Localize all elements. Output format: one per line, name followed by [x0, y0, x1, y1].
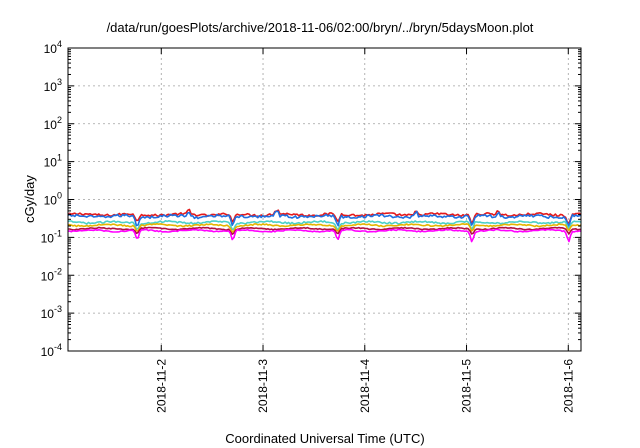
series-line	[67, 208, 582, 225]
y-tick-label: 10-1	[41, 228, 62, 245]
series-line	[67, 220, 582, 232]
y-tick-label: 10-4	[41, 342, 62, 359]
y-tick-label: 100	[44, 191, 62, 208]
y-tick-label: 101	[44, 153, 62, 170]
y-tick-label: 103	[44, 77, 62, 94]
grid	[68, 48, 581, 351]
x-axis-label: Coordinated Universal Time (UTC)	[225, 431, 424, 446]
series-layer	[67, 208, 582, 243]
x-tick-label: 2018-11-2	[154, 359, 168, 413]
chart-title: /data/run/goesPlots/archive/2018-11-06/0…	[107, 20, 534, 35]
series-line	[67, 223, 582, 233]
x-tick-label: 2018-11-6	[561, 359, 575, 413]
y-tick-label: 10-2	[41, 266, 62, 283]
y-tick-label: 10-3	[41, 304, 62, 321]
x-tick-label: 2018-11-5	[460, 359, 474, 413]
x-tick-label: 2018-11-3	[256, 359, 270, 413]
series-line	[67, 210, 582, 227]
tick-labels: 10-4 10-3 10-2 10-1 100 101 102 103 104 2018-11-2…	[41, 39, 576, 413]
y-axis-label: cGy/day	[22, 175, 37, 223]
ticks	[68, 47, 581, 352]
y-tick-label: 104	[44, 39, 62, 56]
y-tick-label: 102	[44, 115, 62, 132]
series-line	[67, 228, 582, 243]
x-tick-label: 2018-11-4	[358, 359, 372, 413]
